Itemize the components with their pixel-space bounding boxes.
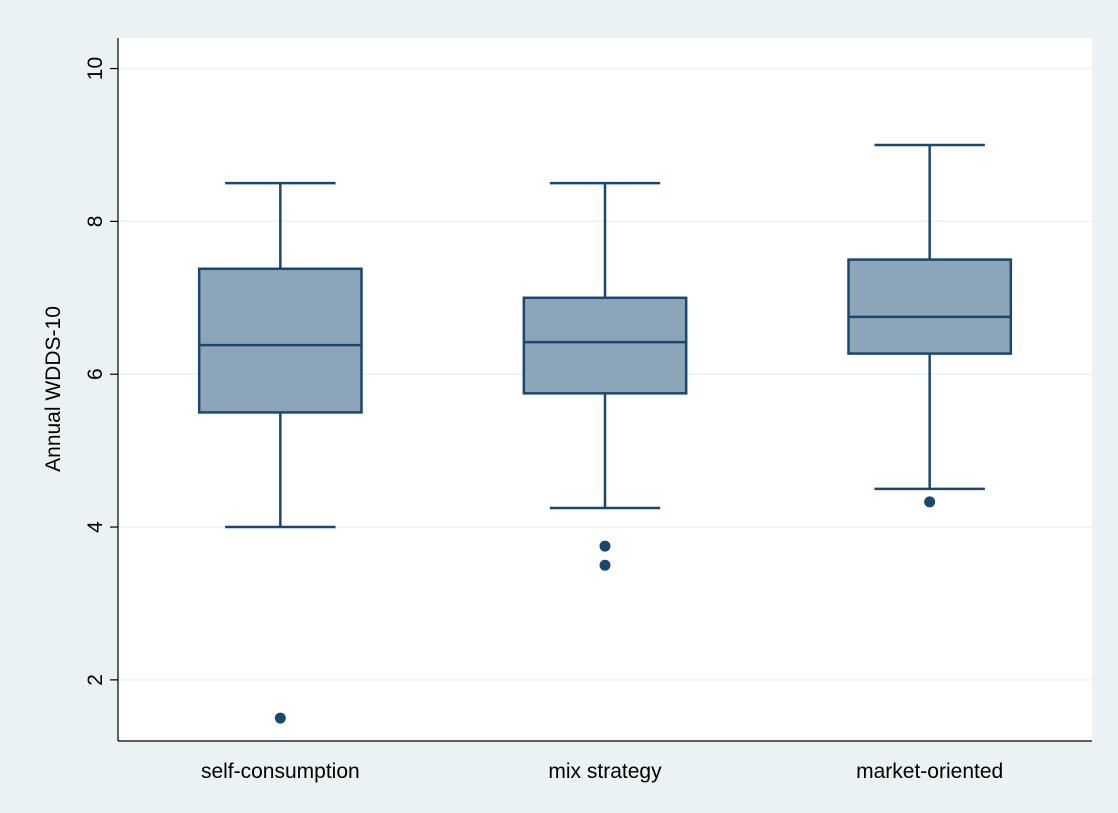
x-tick-label-3: market-oriented — [856, 760, 1003, 783]
box-iqr — [197, 267, 363, 414]
x-tick-label-2: mix strategy — [548, 760, 662, 783]
box-3 — [847, 143, 1013, 508]
box-iqr — [522, 296, 688, 395]
outlier-point — [599, 559, 611, 571]
y-tick-label-8: 8 — [84, 216, 107, 228]
y-tick-label-10: 10 — [84, 57, 107, 80]
outlier-point — [599, 540, 611, 552]
outlier-point — [274, 712, 286, 724]
y-tick-label-2: 2 — [84, 674, 107, 686]
box-iqr — [847, 258, 1013, 355]
box-1 — [197, 181, 363, 724]
outlier-point — [924, 496, 936, 508]
y-tick-label-4: 4 — [84, 521, 107, 533]
y-axis-ticks: 2 4 6 8 10 — [84, 57, 118, 686]
y-axis-label: Annual WDDS-10 — [42, 306, 65, 472]
x-tick-label-1: self-consumption — [201, 760, 360, 783]
boxes — [197, 143, 1013, 724]
x-axis-ticks: self-consumption mix strategy market-orien… — [201, 760, 1003, 783]
box-2 — [522, 181, 688, 571]
y-tick-label-6: 6 — [84, 368, 107, 380]
